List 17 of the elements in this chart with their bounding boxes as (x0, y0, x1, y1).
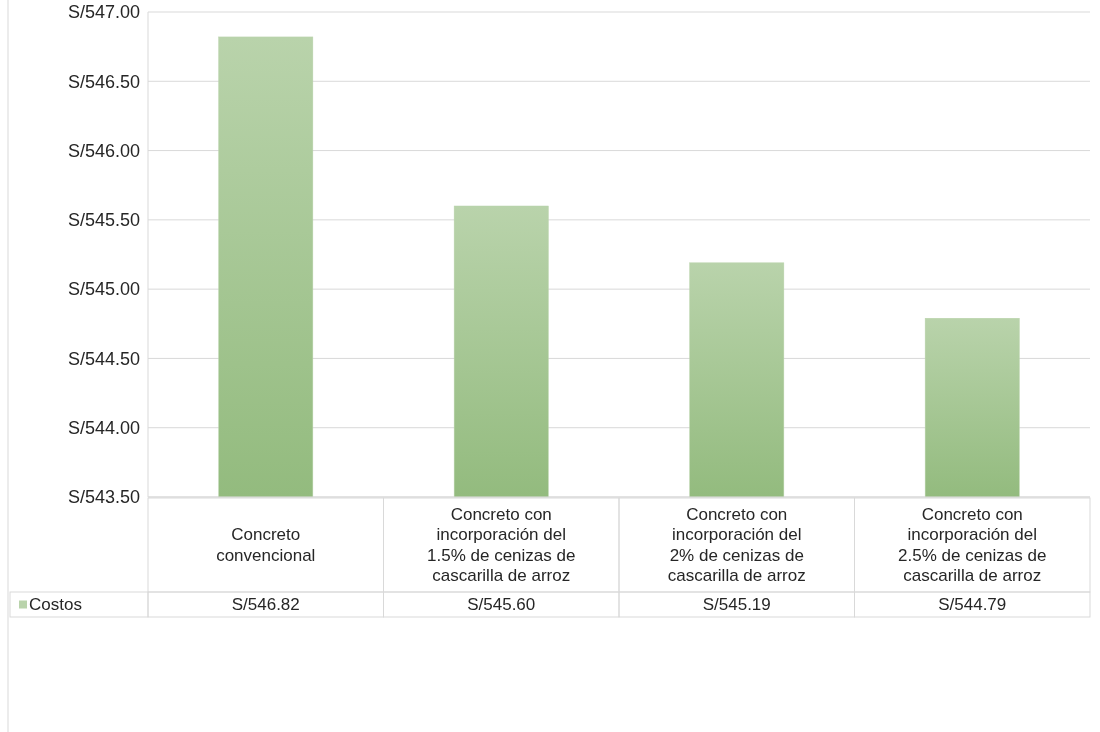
x-tick-label: Concreto con incorporación del 2.5% de cenizas de cascarilla de arroz (898, 504, 1047, 586)
y-tick-label: S/544.50 (67, 348, 140, 369)
y-tick-label: S/546.00 (67, 140, 140, 161)
y-tick-label: S/544.00 (67, 418, 140, 439)
data-label: S/544.79 (938, 595, 1007, 615)
y-tick-label: S/545.50 (67, 210, 140, 231)
data-label: S/545.60 (467, 595, 536, 615)
y-tick-label: S/545.00 (67, 279, 140, 300)
x-tick-label: Concreto con incorporación del 2% de cenizas de cascarilla de arroz (667, 504, 806, 586)
y-tick-label: S/543.50 (67, 487, 140, 508)
x-tick-label: Concreto convencional (216, 525, 316, 565)
y-tick-label: S/546.50 (67, 71, 140, 92)
legend-label: Costos (29, 595, 82, 615)
y-tick-label: S/547.00 (67, 2, 140, 23)
data-label: S/545.19 (702, 595, 771, 615)
x-tick-label: Concreto con incorporación del 1.5% de cenizas de cascarilla de arroz (427, 504, 576, 586)
data-label: S/546.82 (231, 595, 300, 615)
